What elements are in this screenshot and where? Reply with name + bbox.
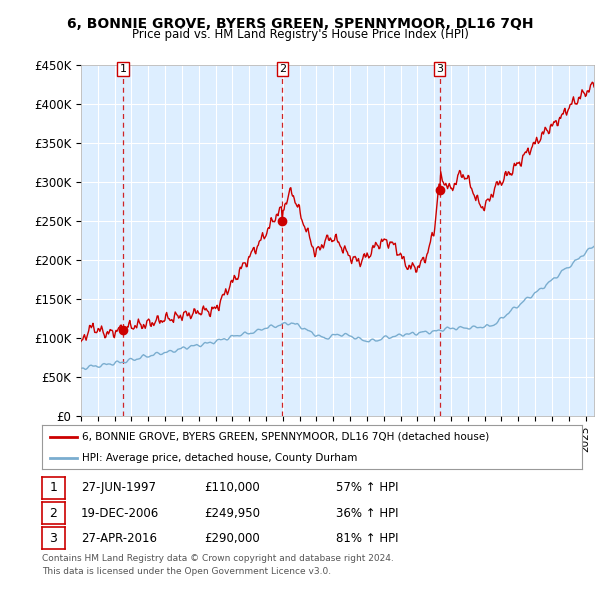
- Text: 57% ↑ HPI: 57% ↑ HPI: [336, 481, 398, 494]
- Text: 19-DEC-2006: 19-DEC-2006: [81, 506, 159, 520]
- Text: Contains HM Land Registry data © Crown copyright and database right 2024.: Contains HM Land Registry data © Crown c…: [42, 554, 394, 563]
- Text: HPI: Average price, detached house, County Durham: HPI: Average price, detached house, Coun…: [83, 453, 358, 463]
- Text: £249,950: £249,950: [204, 506, 260, 520]
- Text: 27-JUN-1997: 27-JUN-1997: [81, 481, 156, 494]
- Text: 2: 2: [279, 64, 286, 74]
- Text: £290,000: £290,000: [204, 532, 260, 545]
- Text: 81% ↑ HPI: 81% ↑ HPI: [336, 532, 398, 545]
- Text: £110,000: £110,000: [204, 481, 260, 494]
- Text: Price paid vs. HM Land Registry's House Price Index (HPI): Price paid vs. HM Land Registry's House …: [131, 28, 469, 41]
- Text: 2: 2: [49, 506, 58, 520]
- Text: 6, BONNIE GROVE, BYERS GREEN, SPENNYMOOR, DL16 7QH (detached house): 6, BONNIE GROVE, BYERS GREEN, SPENNYMOOR…: [83, 432, 490, 442]
- Text: 3: 3: [49, 532, 58, 545]
- Text: 36% ↑ HPI: 36% ↑ HPI: [336, 506, 398, 520]
- Text: 1: 1: [119, 64, 127, 74]
- Text: 3: 3: [436, 64, 443, 74]
- Text: 27-APR-2016: 27-APR-2016: [81, 532, 157, 545]
- Text: 1: 1: [49, 481, 58, 494]
- Text: This data is licensed under the Open Government Licence v3.0.: This data is licensed under the Open Gov…: [42, 567, 331, 576]
- Text: 6, BONNIE GROVE, BYERS GREEN, SPENNYMOOR, DL16 7QH: 6, BONNIE GROVE, BYERS GREEN, SPENNYMOOR…: [67, 17, 533, 31]
